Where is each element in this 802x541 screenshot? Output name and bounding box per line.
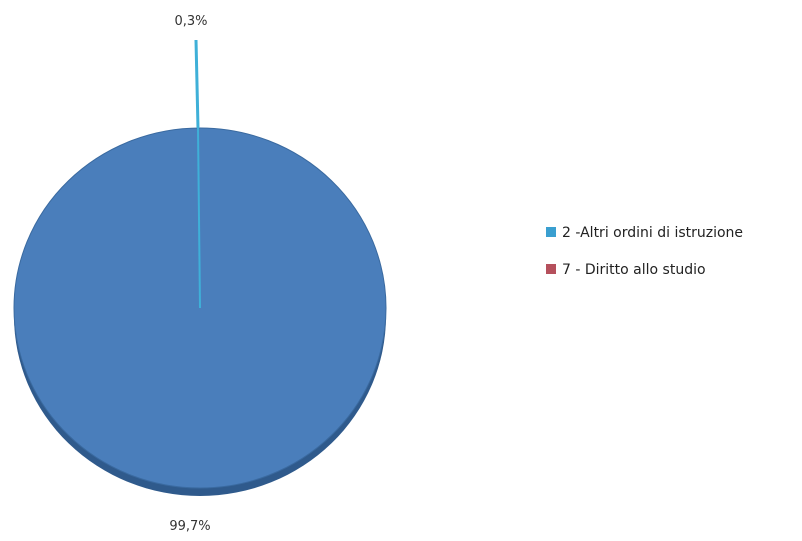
- legend-swatch-altri-ordini: [546, 227, 556, 237]
- legend-label-diritto-studio: 7 - Diritto allo studio: [562, 262, 706, 278]
- legend: 2 -Altri ordini di istruzione 7 - Diritt…: [546, 225, 743, 278]
- data-label-small: 0,3%: [174, 14, 207, 29]
- leader-line: [194, 39, 200, 129]
- legend-label-altri-ordini: 2 -Altri ordini di istruzione: [562, 225, 743, 241]
- pie-slice-diritto-studio: [197, 127, 201, 309]
- legend-swatch-diritto-studio: [546, 264, 556, 274]
- data-label-main: 99,7%: [169, 519, 210, 534]
